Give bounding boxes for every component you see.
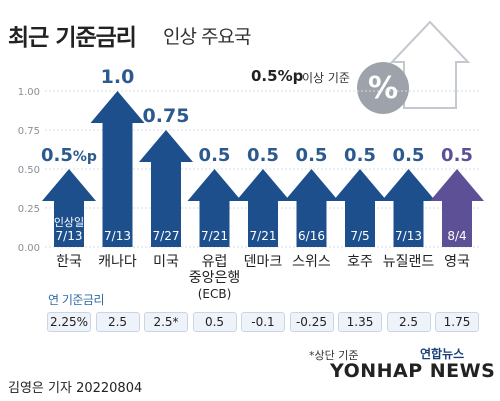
bar-arrow (430, 169, 484, 247)
percent-badge-icon: % (357, 62, 409, 114)
y-tick-label: 0.00 (18, 243, 40, 254)
value-labels: 0.5%p 1.0 0.75 0.5 0.5 0.5 0.5 0.5 0.5 (41, 66, 473, 166)
up-arrow-icon (389, 20, 471, 109)
byline: 김영은 기자 20220804 (8, 381, 143, 396)
date-label: 7/27 (153, 229, 180, 243)
bar-arrow (187, 169, 242, 247)
category-label: 뉴질랜드 (383, 254, 435, 270)
policy-rate-value: 2.5 (95, 312, 140, 332)
agency-logo-small: 연합뉴스 (420, 347, 465, 361)
value-label: 1.0 (101, 66, 135, 88)
category-label: 유럽 (202, 254, 228, 270)
bars (42, 91, 484, 247)
policy-rate-value: -0.25 (289, 312, 334, 332)
basis-strong: 0.5%p (251, 67, 304, 85)
date-label: 8/4 (447, 229, 466, 243)
category-label: (ECB) (198, 287, 232, 301)
agency-logo-text: YONHAP NEWS (330, 360, 496, 382)
policy-rate-value: 2.5 (386, 312, 431, 332)
value-label: 0.5%p (41, 145, 97, 166)
category-label: 중앙은행 (189, 270, 241, 286)
category-label: 캐나다 (98, 254, 137, 270)
policy-rate-value: 1.35 (338, 312, 382, 332)
decor: % (357, 20, 471, 114)
footnote: *상단 기준 (309, 349, 359, 362)
basis-rest: 이상 기준 (302, 71, 350, 85)
policy-rate-value: -0.1 (241, 312, 285, 332)
date-label: 6/16 (298, 229, 325, 243)
value-label: 0.5 (441, 145, 473, 166)
date-label: 7/13 (104, 229, 131, 243)
date-label: 7/13 (56, 229, 83, 243)
value-label: 0.5 (344, 145, 376, 166)
y-tick-label: 0.25 (18, 204, 40, 215)
policy-rate-value: 0.5 (192, 312, 237, 332)
page-subtitle: 인상 주요국 (163, 26, 251, 48)
bar-arrow (284, 169, 339, 247)
bar-arrow (236, 169, 290, 247)
value-label: 0.5 (393, 145, 425, 166)
category-label: 호주 (347, 254, 373, 270)
date-caption: 인상일 (54, 215, 84, 229)
date-label: 7/5 (350, 229, 369, 243)
value-label: 0.5 (247, 145, 279, 166)
y-tick-label: 0.75 (18, 126, 40, 137)
category-label: 영국 (444, 254, 470, 270)
bar-arrow (42, 169, 96, 247)
bar-arrow (139, 130, 193, 247)
category-label: 미국 (153, 254, 179, 270)
policy-rate-value: 2.5* (144, 312, 188, 332)
y-tick-label: 0.50 (18, 165, 40, 176)
page-title: 최근 기준금리 (8, 25, 137, 51)
value-label: 0.5 (199, 145, 231, 166)
svg-text:%: % (368, 71, 398, 106)
category-label: 스위스 (292, 254, 331, 270)
bar-arrow (90, 91, 145, 247)
category-label: 덴마크 (244, 254, 283, 270)
date-label: 7/21 (250, 229, 277, 243)
date-label: 7/13 (395, 229, 422, 243)
value-label: 0.5 (296, 145, 328, 166)
policy-rate-value: 1.75 (435, 312, 479, 332)
policy-rate-value: 2.25% (47, 312, 91, 332)
date-label: 7/21 (201, 229, 228, 243)
bar-arrow (333, 169, 387, 247)
y-axis: 0.00 0.25 0.50 0.75 1.00 (18, 87, 40, 254)
policy-rate-label: 연 기준금리 (48, 293, 105, 307)
bar-arrow (381, 169, 436, 247)
y-tick-label: 1.00 (18, 87, 40, 98)
category-label: 한국 (56, 254, 82, 270)
value-label: 0.75 (143, 105, 190, 127)
